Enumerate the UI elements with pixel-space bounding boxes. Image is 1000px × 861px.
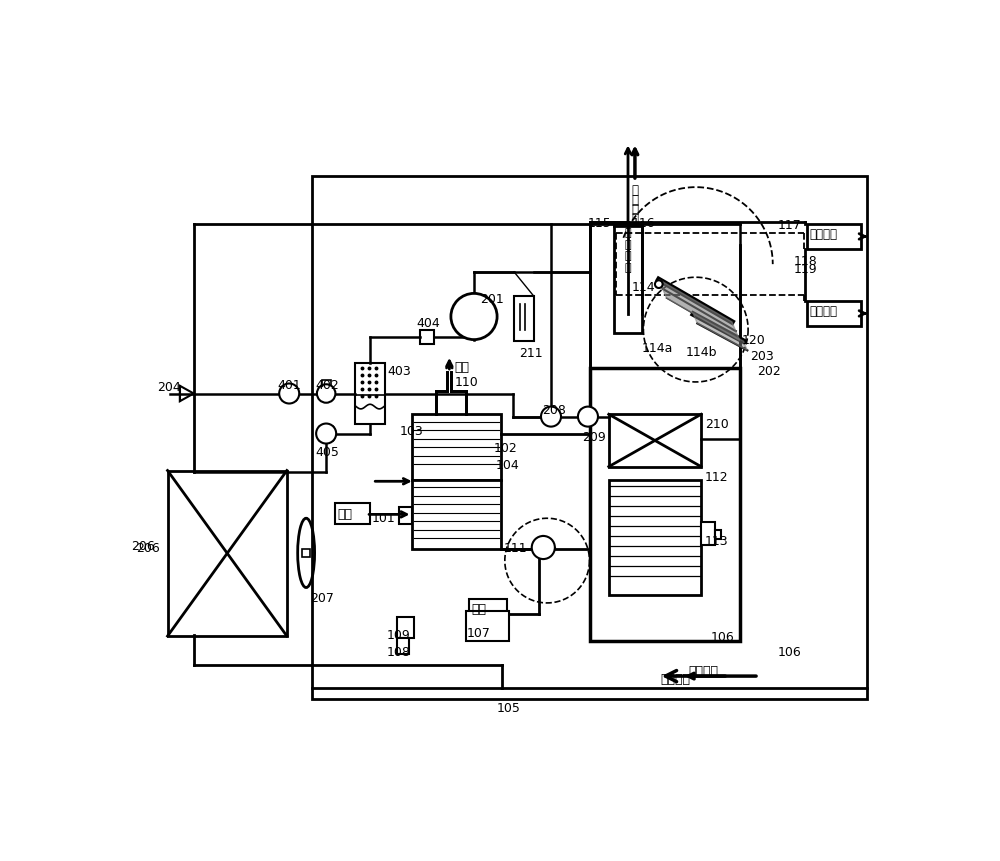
Bar	[807, 225, 861, 250]
Text: 114b: 114b	[686, 345, 717, 358]
Text: 防: 防	[631, 184, 638, 197]
Text: 118: 118	[794, 255, 817, 268]
Text: 新风: 新风	[338, 508, 353, 521]
Bar	[466, 611, 509, 641]
Text: 119: 119	[794, 263, 817, 276]
Bar	[302, 549, 310, 557]
Text: 面部送风: 面部送风	[809, 228, 837, 241]
Text: 雾: 雾	[631, 194, 638, 207]
Text: 117: 117	[778, 219, 801, 232]
Polygon shape	[544, 410, 558, 417]
Bar	[609, 415, 701, 468]
Text: 108: 108	[386, 646, 410, 659]
Text: 201: 201	[480, 293, 504, 306]
Bar	[168, 471, 287, 636]
Bar	[715, 530, 721, 539]
Circle shape	[655, 281, 663, 288]
Bar	[514, 297, 534, 342]
Bar	[412, 480, 501, 549]
Text: 103: 103	[399, 424, 423, 437]
Text: 207: 207	[310, 592, 334, 604]
Text: 120: 120	[742, 334, 766, 347]
Circle shape	[532, 536, 555, 560]
Text: 除: 除	[631, 202, 638, 215]
Bar	[312, 177, 867, 699]
Text: 106: 106	[711, 630, 735, 643]
Bar	[807, 301, 861, 326]
Text: 202: 202	[757, 365, 781, 378]
FancyBboxPatch shape	[335, 504, 370, 525]
Text: 防
雾
除
霜: 防 雾 除 霜	[625, 228, 631, 273]
Text: 401: 401	[278, 379, 301, 392]
Bar	[614, 222, 642, 334]
Text: 206: 206	[131, 539, 154, 552]
Text: 206: 206	[136, 541, 160, 554]
Text: 404: 404	[416, 317, 440, 330]
Text: 排风: 排风	[455, 361, 470, 374]
Circle shape	[317, 385, 335, 403]
Bar	[355, 363, 385, 424]
Circle shape	[316, 424, 336, 444]
Bar	[420, 331, 434, 344]
Text: 211: 211	[519, 346, 542, 359]
Ellipse shape	[298, 518, 315, 588]
Bar	[412, 415, 501, 480]
Polygon shape	[422, 332, 432, 344]
Text: 109: 109	[386, 628, 410, 641]
Text: 106: 106	[778, 646, 802, 659]
Text: 回风: 回风	[471, 603, 486, 616]
FancyBboxPatch shape	[469, 599, 507, 619]
Text: 114a: 114a	[642, 342, 673, 355]
Circle shape	[451, 294, 497, 340]
Text: 116: 116	[632, 217, 655, 230]
Bar	[701, 523, 715, 546]
Circle shape	[279, 384, 299, 404]
Bar	[397, 617, 414, 639]
Text: 105: 105	[497, 701, 521, 714]
Text: 来自车室: 来自车室	[660, 672, 690, 685]
Text: 110: 110	[455, 376, 479, 389]
Text: 204: 204	[157, 381, 181, 393]
Text: 403: 403	[388, 365, 412, 378]
Text: 210: 210	[705, 417, 729, 430]
Text: 115: 115	[587, 217, 611, 230]
Text: 脚部送风: 脚部送风	[809, 305, 837, 318]
Polygon shape	[659, 280, 740, 341]
Circle shape	[578, 407, 598, 427]
Text: 208: 208	[542, 403, 566, 416]
Text: 209: 209	[582, 430, 606, 443]
Text: 来自车室: 来自车室	[688, 665, 718, 678]
Text: 107: 107	[466, 626, 490, 640]
Bar	[609, 480, 701, 596]
Text: 113: 113	[705, 534, 729, 547]
Text: 402: 402	[315, 379, 339, 392]
Bar	[399, 507, 412, 524]
Text: 405: 405	[315, 446, 339, 459]
Text: 104: 104	[496, 459, 519, 472]
Bar	[590, 369, 740, 641]
Text: 203: 203	[750, 350, 773, 362]
Text: 101: 101	[372, 511, 395, 524]
Text: 114: 114	[632, 280, 655, 294]
Text: 霜: 霜	[631, 212, 638, 225]
Bar	[397, 639, 409, 654]
Bar	[322, 381, 331, 388]
Text: 111: 111	[503, 542, 527, 554]
Text: 112: 112	[705, 471, 729, 484]
Polygon shape	[693, 315, 747, 351]
Circle shape	[541, 407, 561, 427]
Text: 102: 102	[494, 442, 518, 455]
